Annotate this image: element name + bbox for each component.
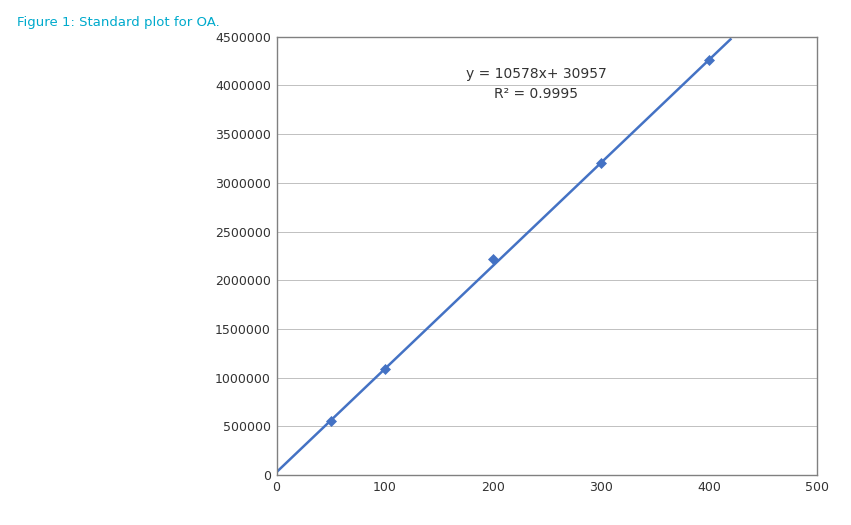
Text: y = 10578x+ 30957
R² = 0.9995: y = 10578x+ 30957 R² = 0.9995	[465, 67, 606, 101]
Text: Figure 1: Standard plot for OA.: Figure 1: Standard plot for OA.	[17, 16, 220, 29]
